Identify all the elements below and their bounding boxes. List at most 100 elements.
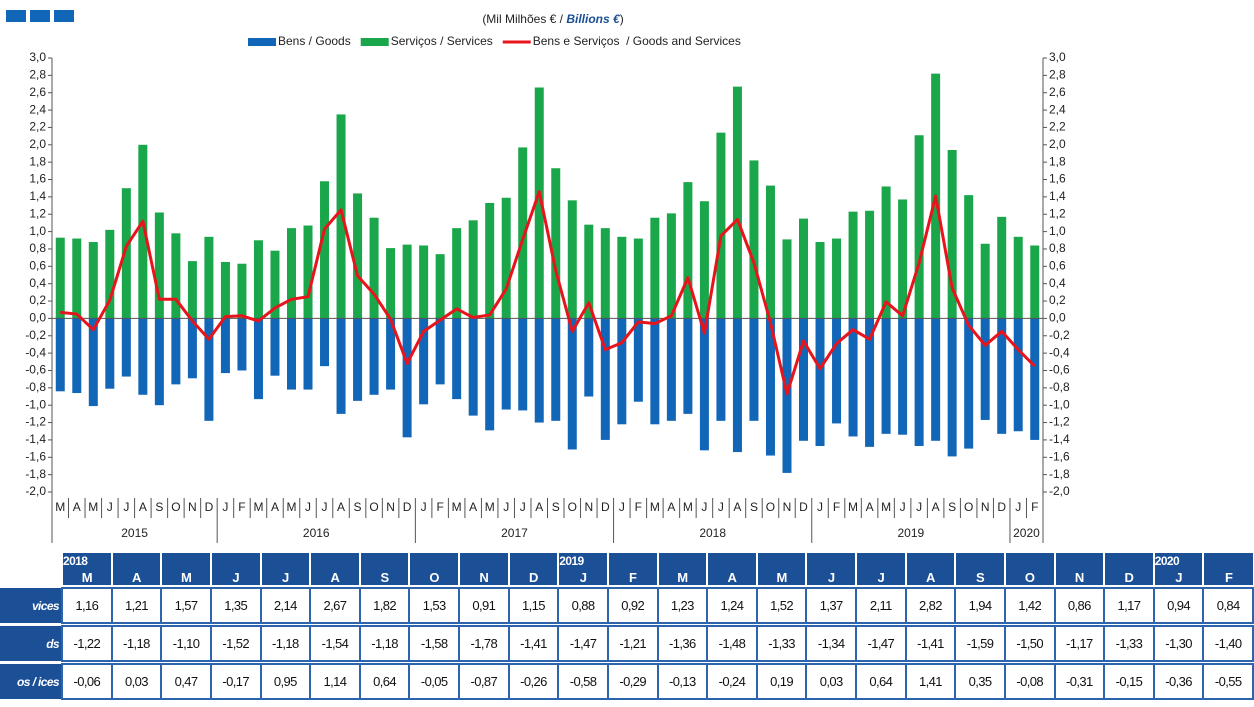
y2-tick-label: 2,4: [1049, 102, 1066, 116]
bar: [303, 225, 313, 319]
bar: [799, 218, 809, 319]
header-month: S: [954, 569, 1005, 585]
bar: [964, 195, 974, 319]
legend-swatch: [360, 38, 389, 46]
y-tick-label: 1,4: [29, 189, 46, 203]
cell: 0,86: [1053, 587, 1106, 624]
bar: [485, 202, 495, 319]
cell: 0,03: [110, 663, 163, 700]
x-tick-label: M: [55, 500, 65, 514]
y2-tick-label: 0,0: [1049, 311, 1066, 325]
bar: [1013, 318, 1023, 432]
x-tick-label: J: [718, 500, 724, 514]
y-tick-label: 2,4: [29, 102, 46, 116]
cell: 1,94: [954, 587, 1006, 624]
y2-tick-label: -1,2: [1049, 415, 1070, 429]
cell: -1,40: [1202, 625, 1254, 662]
x-tick-label: O: [568, 500, 577, 514]
x-tick-label: S: [552, 500, 560, 514]
y2-tick-label: 2,8: [1049, 68, 1066, 82]
bar: [534, 318, 544, 423]
row-label: os / ices: [0, 664, 62, 699]
corner-cell: [0, 569, 62, 585]
cell: -1,47: [855, 625, 907, 662]
x-tick-label: N: [981, 500, 990, 514]
bar: [121, 318, 131, 377]
bar: [121, 188, 131, 319]
x-tick-label: D: [205, 500, 214, 514]
bar: [881, 318, 891, 434]
subtitle-end: ): [620, 12, 624, 26]
bar: [666, 213, 676, 319]
cell: -1,52: [209, 625, 262, 662]
cell: 1,14: [309, 663, 361, 700]
x-tick-label: A: [667, 500, 675, 514]
y-tick-label: -0,8: [25, 380, 46, 394]
bar: [782, 239, 792, 319]
bar: [947, 318, 957, 457]
cell: 1,24: [706, 587, 758, 624]
bar: [138, 144, 148, 319]
legend-swatch: [248, 38, 276, 46]
bar: [55, 318, 65, 392]
cell: 0,95: [259, 663, 312, 700]
header-month: M: [160, 569, 211, 585]
bar: [154, 318, 164, 406]
cell: -1,36: [656, 625, 709, 662]
bar: [435, 318, 445, 385]
y2-tick-label: 2,0: [1049, 137, 1066, 151]
subtitle-pt: (Mil Milhões € /: [482, 12, 566, 26]
bar: [898, 199, 908, 319]
bar: [980, 243, 990, 319]
bar: [832, 238, 842, 319]
header-year: [1053, 553, 1105, 569]
bar: [138, 318, 148, 395]
cell: -1,17: [1053, 625, 1106, 662]
bar: [716, 132, 726, 319]
x-tick-label: O: [369, 500, 378, 514]
bar: [72, 318, 82, 394]
y2-tick-label: 3,0: [1049, 50, 1066, 64]
x-tick-label: M: [253, 500, 263, 514]
bar: [1030, 245, 1040, 319]
y-tick-label: 2,2: [29, 120, 46, 134]
y-tick-label: 0,4: [29, 276, 46, 290]
x-tick-label: S: [750, 500, 758, 514]
bar: [386, 248, 396, 319]
bar: [220, 261, 230, 319]
x-tick-label: O: [766, 500, 775, 514]
x-tick-label: A: [733, 500, 741, 514]
cell: -0,29: [606, 663, 659, 700]
bar: [683, 182, 693, 319]
bar: [253, 318, 263, 400]
bar: [964, 318, 974, 449]
bar: [699, 318, 709, 451]
bar: [683, 318, 693, 414]
bar: [534, 87, 544, 319]
y2-tick-label: -1,4: [1049, 432, 1070, 446]
cell: -1,54: [309, 625, 361, 662]
bar: [220, 318, 230, 374]
bar: [468, 220, 478, 319]
bar: [270, 250, 280, 319]
bar: [419, 318, 429, 405]
x-tick-label: M: [848, 500, 858, 514]
bar: [600, 318, 610, 440]
x-tick-label: M: [881, 500, 891, 514]
bar: [848, 211, 858, 319]
header-year: [904, 553, 956, 569]
x-tick-label: D: [997, 500, 1006, 514]
y-tick-label: 1,8: [29, 154, 46, 168]
y-tick-label: -1,0: [25, 397, 46, 411]
x-tick-label: D: [403, 500, 412, 514]
cell: 1,15: [507, 587, 560, 624]
cell: 1,57: [160, 587, 212, 624]
bar: [171, 318, 181, 385]
y2-tick-label: 1,4: [1049, 189, 1066, 203]
bar: [270, 318, 280, 376]
corner-cell: [0, 553, 62, 569]
y-tick-label: 2,8: [29, 68, 46, 82]
bar: [551, 168, 561, 319]
header-year: [408, 553, 459, 569]
bar: [518, 147, 528, 319]
